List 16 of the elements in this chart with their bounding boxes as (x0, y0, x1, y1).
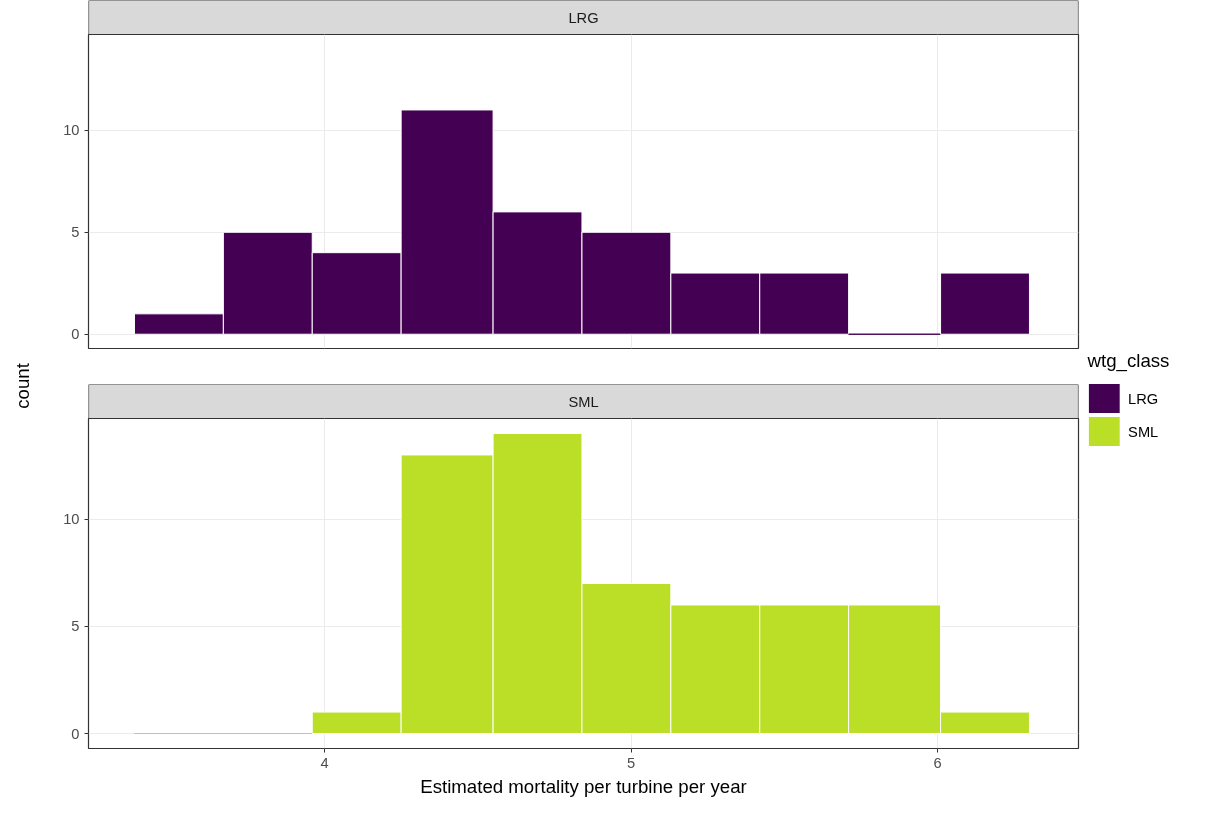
y-axis-title: count (12, 362, 33, 409)
chart-title: SML (568, 393, 599, 410)
legend-title: wtg_class (1086, 350, 1170, 372)
chart-title: LRG (568, 9, 599, 26)
y-tick-label: 0 (71, 725, 80, 742)
x-tick-label: 5 (626, 754, 636, 771)
y-tick-label: 0 (71, 326, 80, 343)
y-tick-label: 10 (63, 122, 80, 139)
legend-label: LRG (1128, 390, 1159, 407)
legend-label: SML (1128, 423, 1159, 440)
x-tick-label: 4 (320, 754, 329, 771)
y-tick-label: 10 (63, 511, 80, 528)
y-tick-label: 5 (71, 618, 80, 635)
y-tick-label: 5 (71, 224, 80, 241)
x-tick-label: 6 (933, 754, 942, 771)
x-axis-title: Estimated mortality per turbine per year (420, 775, 747, 797)
